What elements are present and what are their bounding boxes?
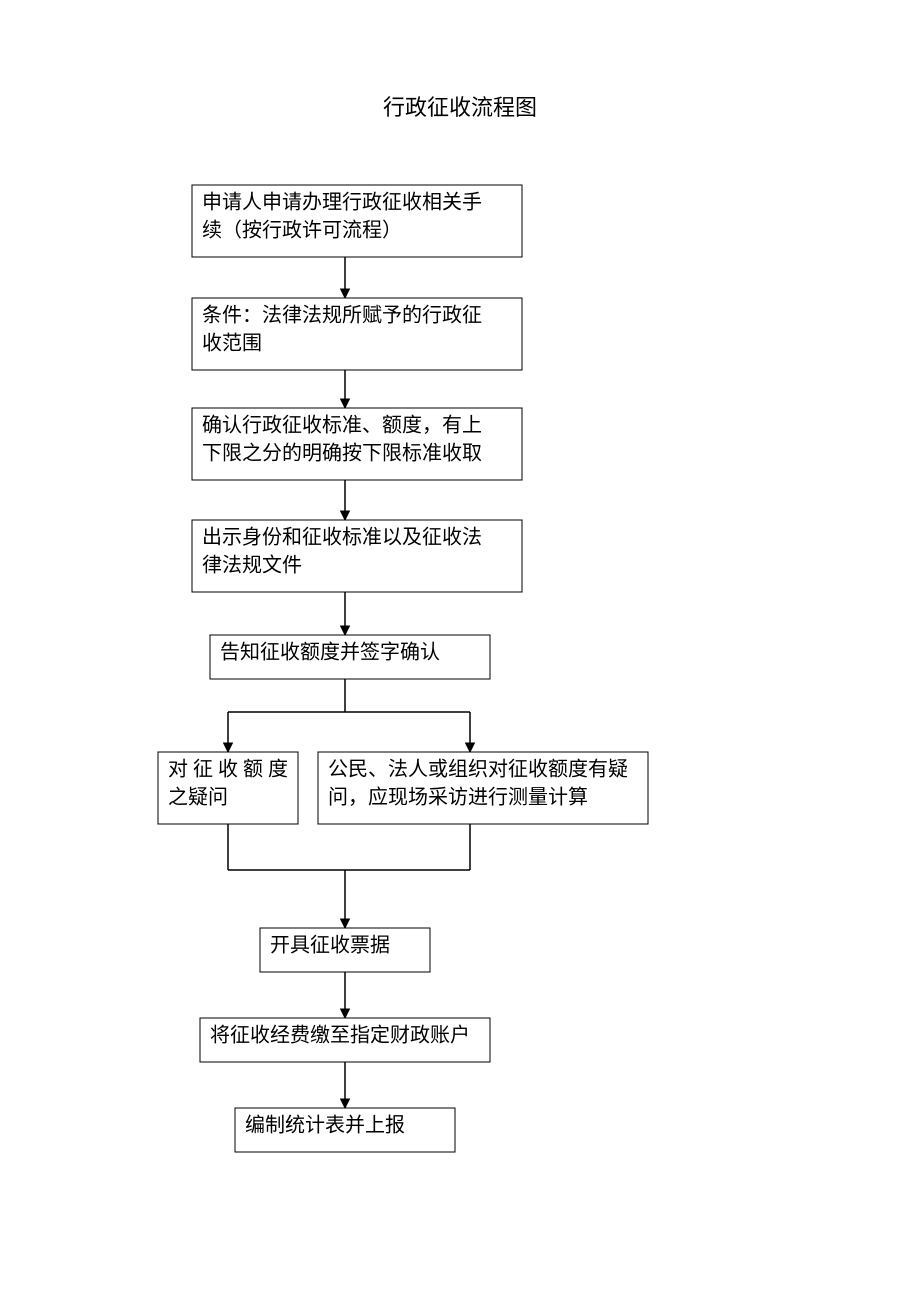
edges-layer — [228, 257, 470, 1108]
flow-node: 申请人申请办理行政征收相关手续（按行政许可流程） — [192, 185, 522, 257]
flow-node-label: 条件：法律法规所赋予的行政征 — [202, 304, 482, 327]
nodes-layer: 申请人申请办理行政征收相关手续（按行政许可流程） 条件：法律法规所赋予的行政征收范… — [158, 185, 648, 1152]
flow-node-label: 问，应现场采访进行测量计算 — [328, 786, 588, 809]
flow-node-label: 开具征收票据 — [270, 934, 390, 957]
flow-node: 出示身份和征收标准以及征收法律法规文件 — [192, 520, 522, 592]
flow-node-label: 将征收经费缴至指定财政账户 — [210, 1024, 470, 1047]
flow-node: 公民、法人或组织对征收额度有疑问，应现场采访进行测量计算 — [318, 752, 648, 824]
flow-node-label: 续（按行政许可流程） — [202, 219, 402, 242]
flow-node: 编制统计表并上报 — [235, 1108, 455, 1152]
flow-node: 告知征收额度并签字确认 — [210, 635, 490, 679]
flow-node-label: 告知征收额度并签字确认 — [220, 641, 440, 664]
flow-node: 确认行政征收标准、额度，有上下限之分的明确按下限标准收取 — [192, 408, 522, 480]
flowchart-canvas: 行政征收流程图 申请人申请办理行政征收相关手续（按行政许可流程） 条件：法律法规所… — [0, 0, 920, 1301]
flow-node-label: 收范围 — [202, 332, 262, 355]
flow-node: 开具征收票据 — [260, 928, 430, 972]
flow-node: 将征收经费缴至指定财政账户 — [200, 1018, 490, 1062]
flow-node: 对 征 收 额 度之疑问 — [158, 752, 298, 824]
flow-node: 条件：法律法规所赋予的行政征收范围 — [192, 298, 522, 370]
flow-node-label: 律法规文件 — [202, 554, 302, 577]
flow-node-label: 确认行政征收标准、额度，有上 — [202, 414, 482, 437]
chart-title: 行政征收流程图 — [383, 95, 537, 120]
flow-node-label: 公民、法人或组织对征收额度有疑 — [328, 758, 628, 781]
flow-node-label: 编制统计表并上报 — [245, 1114, 405, 1137]
flow-node-label: 对 征 收 额 度 — [168, 758, 288, 781]
flow-node-label: 之疑问 — [168, 786, 228, 809]
flow-node-label: 下限之分的明确按下限标准收取 — [202, 442, 482, 465]
flow-node-label: 出示身份和征收标准以及征收法 — [202, 526, 482, 549]
flow-node-label: 申请人申请办理行政征收相关手 — [202, 191, 482, 214]
